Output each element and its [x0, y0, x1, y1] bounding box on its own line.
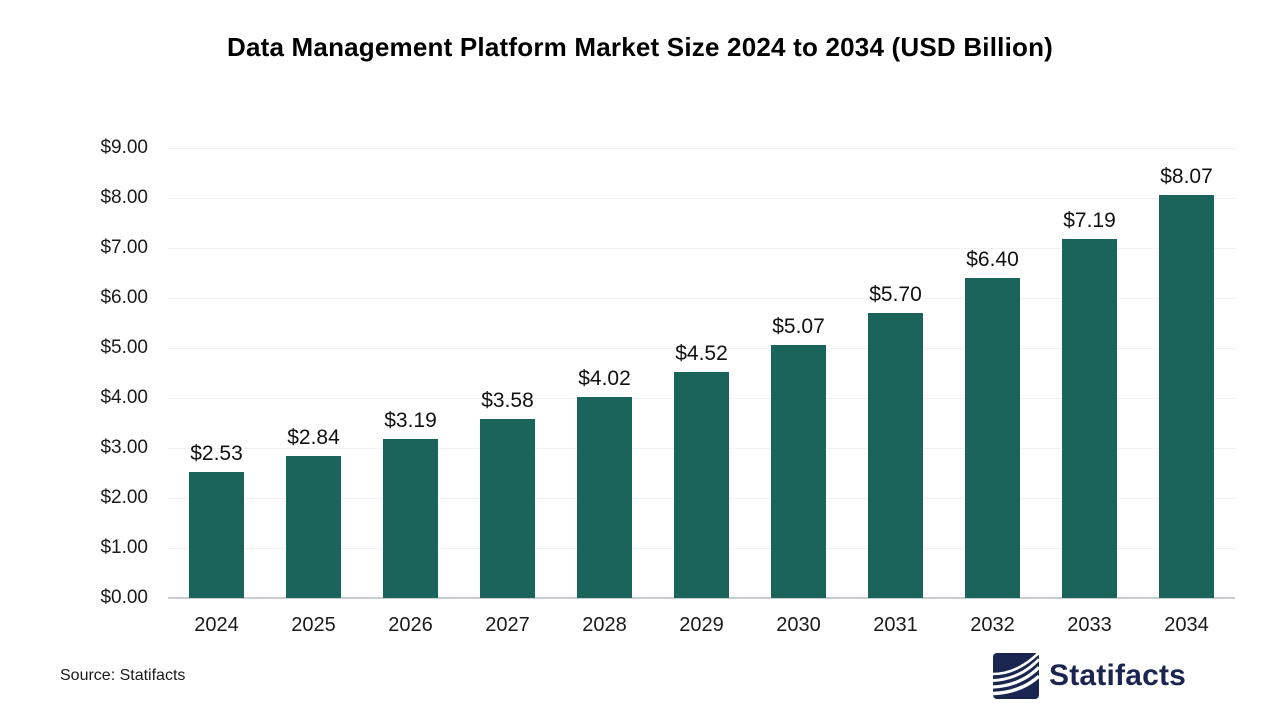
x-axis-tick-label: 2030 — [776, 614, 821, 636]
bar — [1062, 238, 1117, 598]
y-axis-tick-label: $4.00 — [100, 387, 148, 408]
bar-value-label: $4.52 — [675, 342, 728, 365]
x-axis-tick-label: 2033 — [1067, 614, 1112, 636]
y-axis-tick-label: $8.00 — [100, 187, 148, 208]
bar-value-label: $2.84 — [287, 426, 340, 449]
bar — [577, 397, 632, 598]
bar — [189, 471, 244, 598]
y-axis-tick-label: $5.00 — [100, 337, 148, 358]
y-axis-tick-label: $6.00 — [100, 287, 148, 308]
source-label: Source: Statifacts — [60, 667, 186, 684]
bar-value-label: $2.53 — [190, 441, 243, 465]
bar — [286, 456, 341, 598]
bar — [480, 419, 535, 598]
statifacts-logo-text: Statifacts — [1049, 658, 1187, 692]
gridline — [168, 297, 1235, 299]
x-axis-tick-label: 2031 — [873, 614, 918, 636]
x-axis-line — [168, 597, 1235, 599]
bar-value-label: $8.07 — [1160, 164, 1213, 188]
x-axis-tick-label: 2032 — [970, 614, 1015, 636]
y-axis-tick-label: $0.00 — [100, 587, 148, 608]
bar-value-label: $3.58 — [481, 389, 534, 412]
bar-value-label: $6.40 — [966, 248, 1019, 271]
gridline — [168, 147, 1235, 149]
gridline — [168, 347, 1235, 349]
x-axis-tick-label: 2029 — [679, 614, 724, 636]
statifacts-waves-logo-icon — [993, 652, 1039, 699]
chart-title: Data Management Platform Market Size 202… — [226, 32, 1054, 62]
bar-value-label: $5.07 — [772, 314, 825, 338]
gridline — [168, 247, 1235, 249]
statifacts-logo: Statifacts — [993, 652, 1186, 699]
x-axis-tick-label: 2024 — [194, 614, 239, 636]
y-axis-tick-label: $3.00 — [100, 437, 148, 458]
x-axis-tick-label: 2034 — [1164, 614, 1209, 636]
bar — [771, 344, 826, 598]
x-axis-tick-label: 2026 — [388, 614, 433, 636]
bar — [383, 438, 438, 598]
x-axis-tick-label: 2027 — [485, 614, 530, 636]
bar-value-label: $5.70 — [869, 283, 922, 306]
gridline — [168, 197, 1235, 199]
y-axis-tick-label: $1.00 — [100, 537, 148, 558]
bar-value-label: $7.19 — [1063, 208, 1116, 232]
bar — [1159, 194, 1214, 598]
bar — [965, 278, 1020, 598]
x-axis-tick-label: 2025 — [291, 614, 336, 636]
bar — [868, 313, 923, 598]
y-axis-tick-label: $9.00 — [100, 137, 148, 158]
bar-value-label: $3.19 — [384, 408, 437, 432]
bar-value-label: $4.02 — [578, 367, 631, 390]
x-axis-tick-label: 2028 — [582, 614, 627, 636]
bar — [674, 372, 729, 598]
y-axis-tick-label: $2.00 — [100, 487, 148, 508]
y-axis-tick-label: $7.00 — [100, 237, 148, 258]
